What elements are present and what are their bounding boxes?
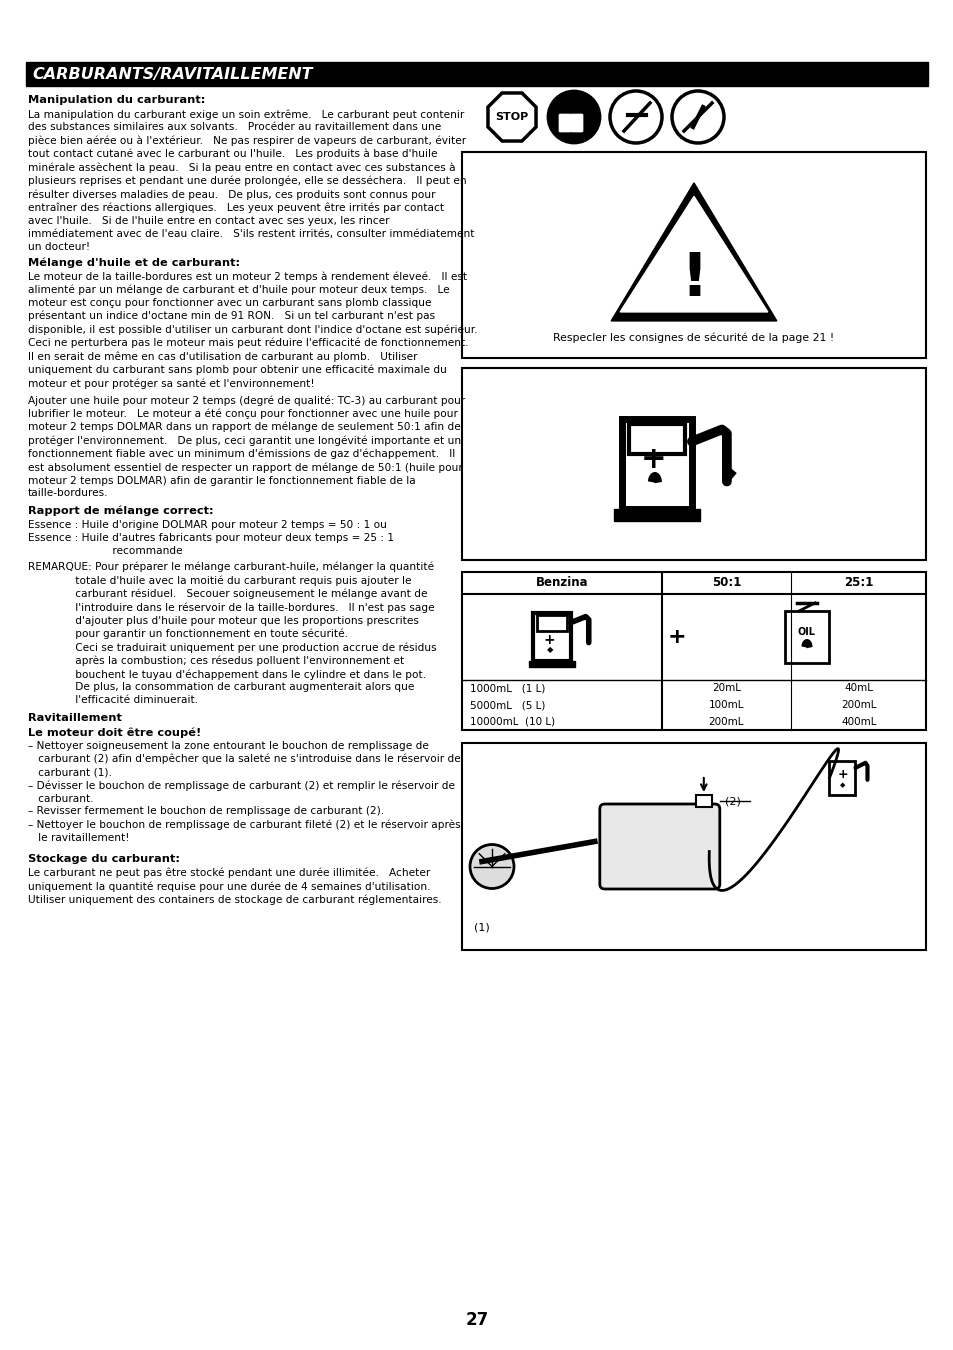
Polygon shape	[488, 93, 536, 140]
Text: +: +	[666, 626, 685, 647]
Bar	[26, 62, 927, 86]
Text: 100mL: 100mL	[708, 701, 743, 710]
Text: CARBURANTS/RAVITAILLEMENT: CARBURANTS/RAVITAILLEMENT	[32, 66, 313, 81]
Text: Le moteur doit être coupé!: Le moteur doit être coupé!	[28, 728, 201, 737]
Text: +: +	[837, 768, 847, 782]
Text: Manipulation du carburant:: Manipulation du carburant:	[28, 95, 205, 105]
Text: ◆: ◆	[839, 782, 844, 788]
Text: Rapport de mélange correct:: Rapport de mélange correct:	[28, 506, 213, 517]
Polygon shape	[611, 182, 776, 321]
Text: (2): (2)	[724, 796, 740, 806]
Polygon shape	[619, 196, 767, 312]
Text: Stockage du carburant:: Stockage du carburant:	[28, 855, 180, 864]
Text: REMARQUE: Pour préparer le mélange carburant-huile, mélanger la quantité
       : REMARQUE: Pour préparer le mélange carbu…	[28, 562, 436, 705]
Bar	[528, 662, 574, 667]
Bar	[461, 153, 925, 358]
Text: Le moteur de la taille-bordures est un moteur 2 temps à rendement éleveé.   Il e: Le moteur de la taille-bordures est un m…	[28, 271, 477, 389]
Text: 25:1: 25:1	[843, 576, 873, 590]
Bar	[532, 613, 570, 662]
Polygon shape	[801, 639, 812, 655]
Text: 400mL: 400mL	[841, 717, 876, 726]
Text: 200mL: 200mL	[708, 717, 743, 726]
Text: !: !	[679, 250, 707, 309]
Text: Essence : Huile d'origine DOLMAR pour moteur 2 temps = 50 : 1 ou
Essence : Huile: Essence : Huile d'origine DOLMAR pour mo…	[28, 520, 394, 556]
Bar	[784, 612, 828, 663]
Text: STOP: STOP	[495, 112, 528, 122]
FancyBboxPatch shape	[558, 113, 571, 132]
Text: 20mL: 20mL	[711, 683, 740, 694]
Circle shape	[609, 90, 661, 143]
Bar	[613, 509, 700, 521]
Text: (1): (1)	[474, 923, 489, 933]
Text: 27: 27	[465, 1311, 488, 1328]
Text: 5000mL   (5 L): 5000mL (5 L)	[470, 701, 545, 710]
Text: 50:1: 50:1	[711, 576, 740, 590]
Text: +: +	[640, 444, 666, 474]
Circle shape	[470, 845, 514, 888]
Bar	[461, 743, 925, 950]
Text: +: +	[543, 633, 555, 647]
Text: Mélange d'huile et de carburant:: Mélange d'huile et de carburant:	[28, 256, 240, 267]
Text: 10000mL  (10 L): 10000mL (10 L)	[470, 717, 555, 726]
Polygon shape	[647, 472, 661, 491]
Circle shape	[547, 90, 599, 143]
Bar	[828, 761, 855, 795]
Bar	[461, 369, 925, 560]
Text: OIL: OIL	[797, 626, 815, 637]
Text: 200mL: 200mL	[841, 701, 876, 710]
Text: Ravitaillement: Ravitaillement	[28, 713, 122, 724]
Text: Respecler les consignes de sécurité de la page 21 !: Respecler les consignes de sécurité de l…	[553, 332, 834, 343]
Text: 1000mL   (1 L): 1000mL (1 L)	[470, 683, 545, 694]
Text: ◆: ◆	[546, 645, 553, 655]
Text: La manipulation du carburant exige un soin extrême.   Le carburant peut contenir: La manipulation du carburant exige un so…	[28, 109, 474, 251]
Text: Ajouter une huile pour moteur 2 temps (degré de qualité: TC-3) au carburant pour: Ajouter une huile pour moteur 2 temps (d…	[28, 396, 465, 498]
Bar	[695, 795, 711, 807]
Text: Le carburant ne peut pas être stocké pendant une durée illimitée.   Acheter
uniq: Le carburant ne peut pas être stocké pen…	[28, 868, 441, 906]
Text: Benzina: Benzina	[535, 576, 587, 590]
Bar	[537, 616, 566, 630]
Text: – Nettoyer soigneusement la zone entourant le bouchon de remplissage de
   carbu: – Nettoyer soigneusement la zone entoura…	[28, 741, 460, 842]
FancyBboxPatch shape	[571, 113, 582, 132]
Bar	[461, 572, 925, 730]
FancyBboxPatch shape	[599, 805, 720, 890]
Text: 40mL: 40mL	[843, 683, 872, 694]
Circle shape	[671, 90, 723, 143]
Bar	[628, 424, 684, 454]
Bar	[621, 418, 691, 509]
